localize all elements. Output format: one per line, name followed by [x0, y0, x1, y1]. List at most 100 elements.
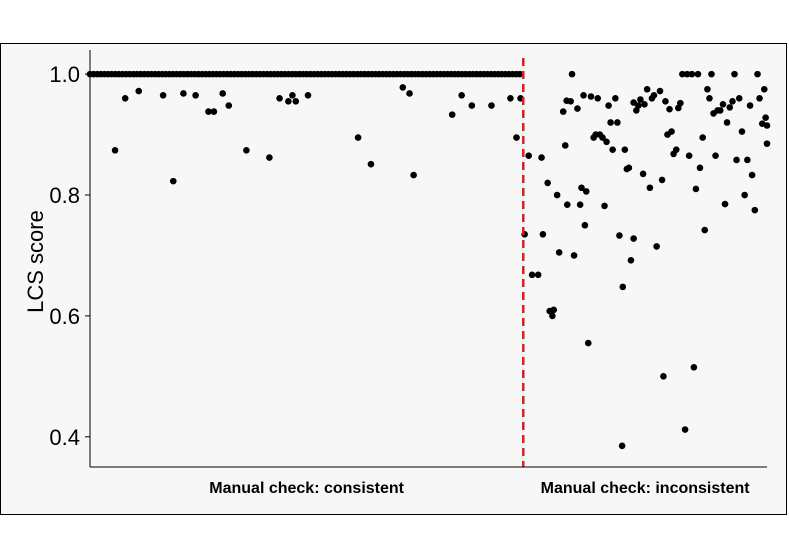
- data-point: [738, 128, 746, 135]
- data-point: [607, 119, 614, 126]
- data-point: [614, 119, 621, 126]
- data-point: [679, 70, 686, 78]
- data-point: [534, 271, 542, 279]
- data-point: [210, 108, 218, 115]
- data-point: [289, 91, 296, 99]
- data-point: [619, 283, 627, 291]
- data-point: [688, 70, 696, 78]
- y-tick-label: 0.4: [49, 425, 80, 450]
- data-point: [192, 91, 199, 99]
- data-point: [677, 99, 684, 107]
- data-point: [731, 70, 738, 78]
- data-point: [681, 426, 689, 433]
- data-point: [410, 171, 417, 179]
- data-point: [704, 85, 711, 93]
- data-point: [630, 235, 637, 242]
- data-point: [668, 128, 675, 135]
- data-point: [219, 90, 226, 97]
- data-point: [605, 102, 612, 109]
- data-point: [584, 339, 592, 347]
- data-point: [507, 95, 514, 102]
- data-point: [513, 134, 520, 141]
- data-point: [561, 142, 569, 149]
- scatter-plot: 0.4 0.6 0.8 1.0 LCS score Manual check: con…: [23, 50, 771, 497]
- data-point: [672, 146, 680, 153]
- data-point: [111, 146, 119, 154]
- data-point: [719, 101, 727, 108]
- data-point: [666, 105, 673, 113]
- data-point: [266, 154, 273, 161]
- data-points: [86, 70, 771, 450]
- data-point: [578, 184, 585, 192]
- data-point: [708, 70, 715, 78]
- data-point: [601, 202, 608, 210]
- data-point: [656, 87, 664, 95]
- data-point: [580, 91, 587, 99]
- data-point: [712, 152, 719, 160]
- data-point: [121, 95, 129, 102]
- data-point: [544, 179, 551, 187]
- data-point: [276, 95, 283, 102]
- data-point: [563, 201, 571, 208]
- data-point: [538, 154, 545, 161]
- data-point: [570, 252, 578, 259]
- y-tick-label: 0.6: [49, 304, 80, 329]
- data-point: [550, 306, 558, 314]
- data-point: [763, 140, 771, 147]
- data-point: [581, 221, 589, 229]
- data-point: [135, 87, 143, 95]
- data-point: [468, 102, 476, 109]
- data-point: [653, 243, 660, 250]
- data-point: [609, 146, 616, 153]
- data-point: [399, 84, 407, 91]
- data-point: [690, 363, 698, 371]
- data-point: [746, 102, 754, 109]
- data-point: [618, 442, 626, 450]
- data-point: [576, 201, 584, 208]
- y-axis-title: LCS score: [23, 210, 48, 313]
- data-point: [448, 111, 456, 118]
- data-point: [354, 134, 362, 141]
- data-point: [637, 96, 644, 103]
- data-point: [643, 85, 651, 93]
- data-point: [567, 98, 574, 105]
- data-point: [539, 231, 547, 238]
- data-point: [662, 98, 669, 105]
- data-point: [721, 200, 729, 208]
- data-point: [243, 146, 250, 154]
- data-point: [696, 164, 704, 172]
- data-point: [574, 105, 581, 112]
- data-point: [516, 70, 524, 78]
- data-point: [599, 134, 606, 141]
- data-point: [639, 170, 647, 178]
- y-tick-label: 1.0: [49, 62, 80, 87]
- data-point: [706, 95, 713, 102]
- data-point: [225, 102, 233, 109]
- data-point: [292, 98, 300, 105]
- data-point: [458, 91, 465, 99]
- data-point: [726, 104, 734, 111]
- data-point: [756, 95, 763, 102]
- data-point: [699, 134, 706, 141]
- data-point: [630, 99, 637, 106]
- data-point: [660, 373, 667, 380]
- data-point: [733, 156, 740, 164]
- data-point: [763, 122, 771, 129]
- data-point: [723, 119, 731, 126]
- data-point: [646, 184, 654, 192]
- data-point: [683, 70, 691, 78]
- data-point: [553, 191, 561, 199]
- data-point: [180, 90, 187, 97]
- data-point: [594, 95, 602, 102]
- data-point: [159, 91, 167, 99]
- data-point: [304, 91, 312, 99]
- category-label-consistent: Manual check: consistent: [209, 480, 404, 497]
- data-point: [406, 90, 413, 97]
- data-point: [488, 102, 495, 109]
- data-point: [692, 185, 700, 193]
- data-point: [751, 206, 759, 214]
- data-point: [627, 256, 635, 264]
- data-point: [285, 98, 292, 105]
- data-point: [685, 152, 693, 160]
- data-point: [528, 271, 536, 279]
